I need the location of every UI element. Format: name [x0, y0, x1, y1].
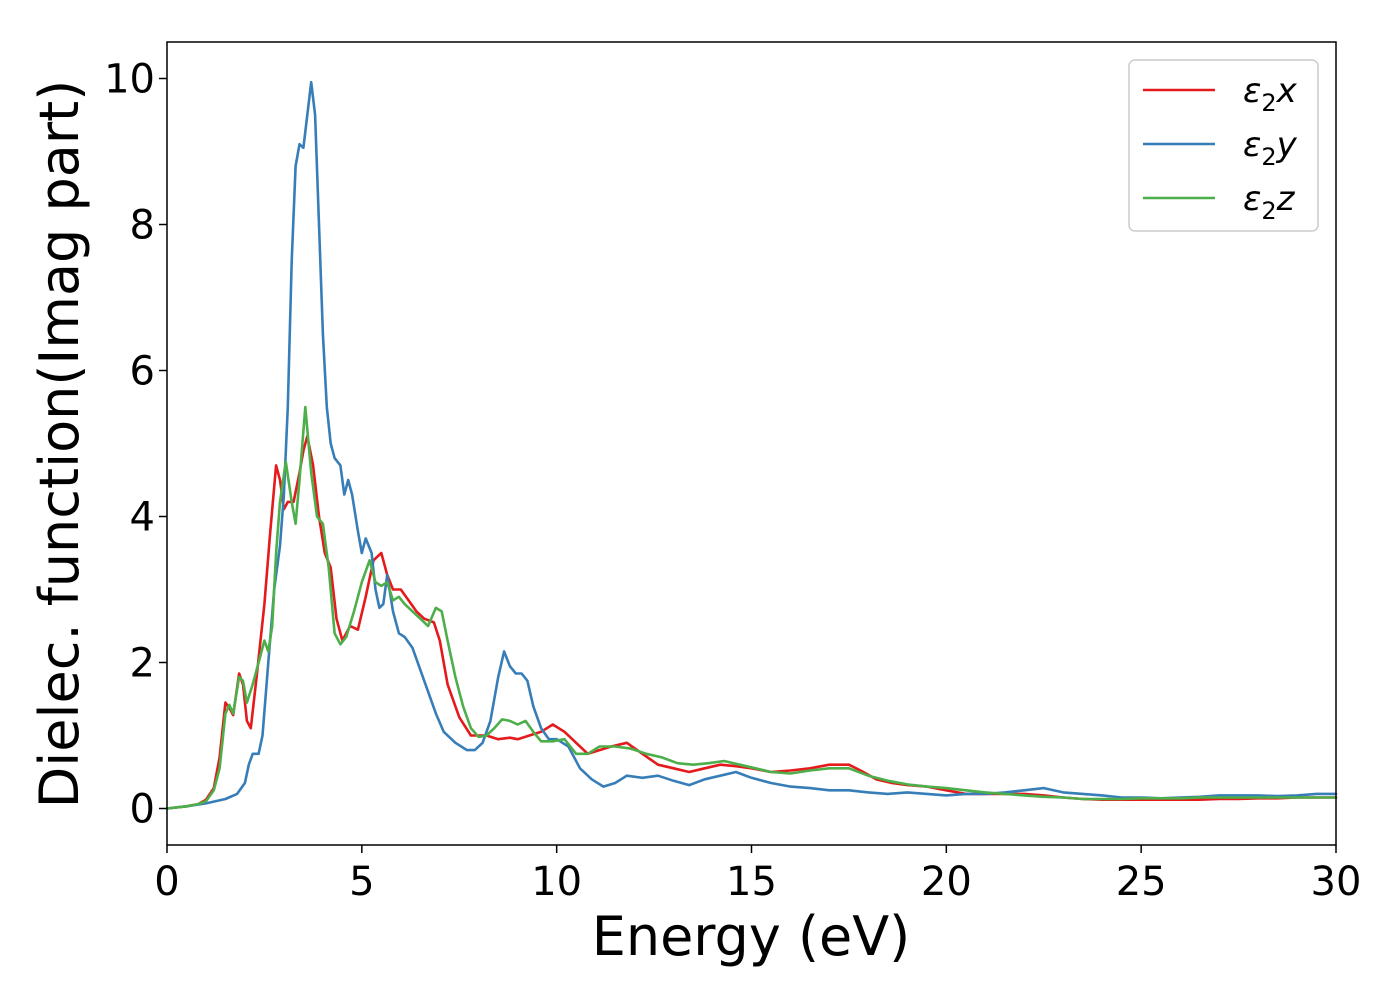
x-axis: 0 5 10 15 20 25 30	[154, 845, 1361, 905]
y-tick-label: 6	[130, 349, 155, 395]
y-tick-label: 10	[104, 57, 155, 103]
x-tick-label: 30	[1311, 859, 1362, 905]
legend-label-y: ε2y	[1243, 125, 1298, 171]
y-tick-label: 8	[130, 203, 155, 249]
y-tick-label: 4	[130, 495, 155, 541]
y-axis: 0 2 4 6 8 10	[104, 57, 167, 833]
series-line-z	[165, 405, 1338, 810]
x-axis-title: Energy (eV)	[592, 905, 911, 968]
legend-box	[1128, 59, 1319, 232]
series-layer	[165, 80, 1338, 810]
x-tick-label: 25	[1116, 859, 1167, 905]
y-axis-title: Dielec. function(Imag part)	[28, 80, 91, 809]
legend-label-x: ε2x	[1243, 71, 1298, 117]
x-tick-label: 5	[349, 859, 374, 905]
x-tick-label: 20	[921, 859, 972, 905]
legend-label-z: ε2z	[1243, 179, 1296, 225]
legend: ε2x ε2y ε2z	[1128, 59, 1319, 232]
y-tick-label: 2	[130, 641, 155, 687]
x-tick-label: 15	[726, 859, 777, 905]
x-tick-label: 0	[154, 859, 179, 905]
y-tick-label: 0	[130, 787, 155, 833]
x-tick-label: 10	[531, 859, 582, 905]
